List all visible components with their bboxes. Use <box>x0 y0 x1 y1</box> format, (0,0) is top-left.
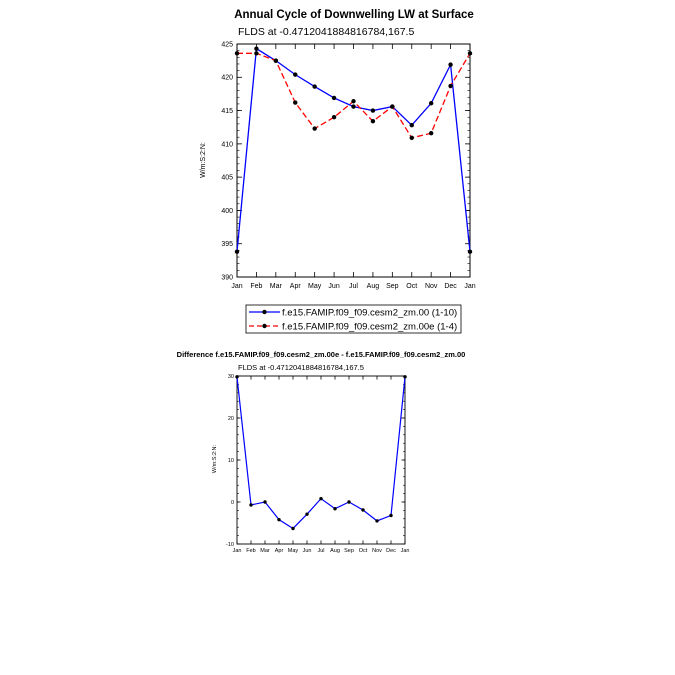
x-tick-label: Sep <box>344 548 354 554</box>
data-point <box>277 517 281 522</box>
x-tick-label: May <box>308 283 322 290</box>
data-point <box>448 83 453 89</box>
data-point <box>351 99 356 104</box>
data-point <box>467 51 473 56</box>
data-point <box>319 496 323 501</box>
chart2-title: Difference f.e15.FAMIP.f09_f09.cesm2_zm.… <box>177 350 466 359</box>
x-tick-label: Jan <box>401 548 410 554</box>
chart2-plot-frame <box>236 375 406 545</box>
data-point <box>331 115 337 120</box>
y-tick-label: 10 <box>228 458 234 464</box>
chart1-plot-frame <box>236 43 471 278</box>
y-tick-label: 410 <box>221 141 233 148</box>
y-tick-label: 415 <box>221 108 233 115</box>
legend-label-series-1: f.e15.FAMIP.f09_f09.cesm2_zm.00 (1-10) <box>282 308 457 319</box>
x-tick-label: Dec <box>386 548 396 554</box>
data-point <box>448 62 453 67</box>
data-point <box>305 512 309 516</box>
x-tick-label: May <box>288 548 299 554</box>
legend-marker-series-2 <box>262 323 267 329</box>
data-point <box>361 508 365 512</box>
x-tick-label: Jun <box>328 283 339 290</box>
data-point <box>312 84 317 89</box>
x-tick-label: Jul <box>317 548 324 554</box>
x-tick-label: Apr <box>290 283 302 290</box>
data-point <box>293 100 298 105</box>
data-point <box>312 126 317 131</box>
y-tick-label: 405 <box>221 175 233 182</box>
data-point <box>375 519 379 523</box>
x-tick-label: Nov <box>425 283 438 290</box>
x-tick-label: Feb <box>250 283 262 290</box>
x-tick-label: Apr <box>275 548 284 554</box>
x-tick-label: Jul <box>349 283 358 290</box>
y-tick-label: 395 <box>221 241 233 248</box>
data-point <box>409 123 414 128</box>
x-tick-label: Aug <box>367 283 380 290</box>
y-tick-label: 400 <box>221 208 233 215</box>
chart1-title: Annual Cycle of Downwelling LW at Surfac… <box>234 9 474 21</box>
data-point <box>235 375 239 379</box>
chart1-legend: f.e15.FAMIP.f09_f09.cesm2_zm.00 (1-10) f… <box>245 304 462 334</box>
data-point <box>333 507 337 511</box>
x-tick-label: Aug <box>330 548 340 554</box>
x-tick-label: Jan <box>231 283 242 290</box>
series-line-1 <box>236 376 406 530</box>
chart2-subtitle: FLDS at -0.4712041884816784,167.5 <box>238 363 364 372</box>
y-tick-label: 20 <box>228 416 234 422</box>
data-point <box>347 500 351 504</box>
x-tick-label: Mar <box>260 548 270 554</box>
data-point <box>428 131 434 136</box>
x-tick-label: Jan <box>233 548 242 554</box>
x-tick-label: Jun <box>303 548 312 554</box>
data-point <box>467 249 473 254</box>
x-tick-label: Oct <box>406 283 417 290</box>
data-point <box>234 249 240 254</box>
chart1-subtitle: FLDS at -0.4712041884816784,167.5 <box>238 26 414 38</box>
legend-marker-series-1 <box>262 309 267 315</box>
x-tick-label: Nov <box>372 548 382 554</box>
y-tick-label: 390 <box>221 274 233 281</box>
data-point <box>234 51 240 56</box>
x-tick-label: Jan <box>464 283 475 290</box>
data-point <box>390 104 395 109</box>
y-tick-label: 425 <box>221 41 233 48</box>
data-point <box>351 104 356 109</box>
y-tick-label: 0 <box>231 500 234 506</box>
x-tick-label: Mar <box>270 283 283 290</box>
data-point <box>331 95 337 101</box>
chart2-ticks: Jan Feb Mar Apr May Jun Jul Aug Sep Oct Nov Dec Jan-… <box>226 374 409 554</box>
data-point <box>293 72 298 77</box>
data-point <box>291 526 295 531</box>
chart2-series <box>235 375 407 531</box>
difference-chart: Difference f.e15.FAMIP.f09_f09.cesm2_zm.… <box>177 350 466 554</box>
data-point <box>370 119 376 124</box>
data-point <box>428 101 434 106</box>
data-point <box>263 500 267 504</box>
chart1-y-axis-label: W/m:S:2:N: <box>200 142 207 178</box>
legend-box <box>245 304 462 334</box>
annual-cycle-chart: Annual Cycle of Downwelling LW at Surfac… <box>200 9 476 334</box>
data-point <box>273 58 279 63</box>
data-point <box>254 51 259 56</box>
chart1-ticks: Jan Feb Mar Apr May Jun Jul Aug Sep Oct Nov Dec Jan 3… <box>221 41 475 290</box>
y-tick-label: 30 <box>228 374 234 380</box>
x-tick-label: Dec <box>444 283 457 290</box>
y-tick-label: -10 <box>226 542 234 548</box>
data-point <box>409 135 414 141</box>
chart1-series <box>234 46 473 254</box>
data-point <box>254 46 259 51</box>
data-point <box>389 513 393 518</box>
data-point <box>403 375 407 379</box>
chart2-y-axis-label: W/m:S:2:N: <box>212 444 218 473</box>
legend-label-series-2: f.e15.FAMIP.f09_f09.cesm2_zm.00e (1-4) <box>282 322 457 333</box>
series-line-1 <box>236 47 471 252</box>
data-point <box>249 503 253 507</box>
x-tick-label: Feb <box>246 548 255 554</box>
x-tick-label: Oct <box>359 548 368 554</box>
x-tick-label: Sep <box>386 283 399 290</box>
data-point <box>370 108 376 113</box>
y-tick-label: 420 <box>221 75 233 82</box>
